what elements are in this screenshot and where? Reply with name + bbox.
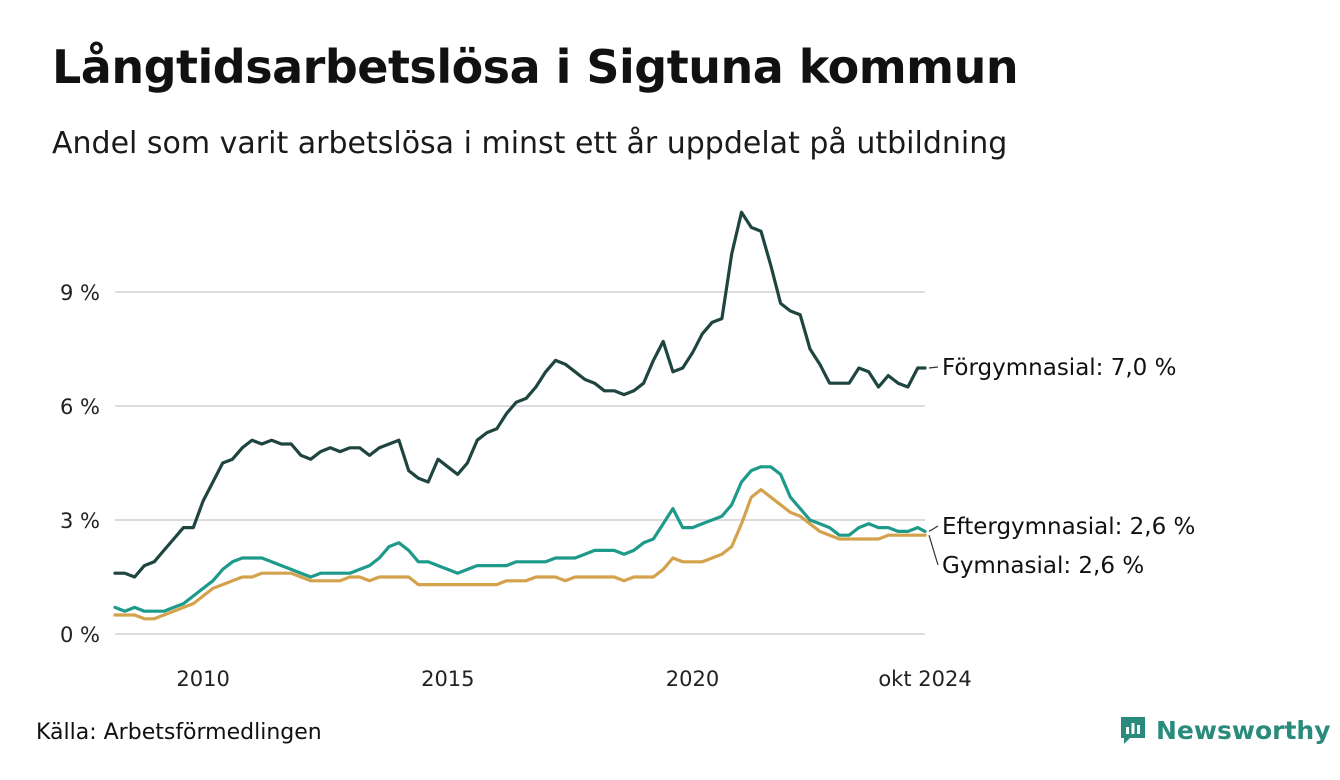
- label-leader-line: [928, 366, 939, 369]
- newsworthy-logo-icon: [1121, 717, 1145, 744]
- y-axis-ticks: 0 % 3 % 6 % 9 %: [60, 281, 100, 647]
- x-tick-label: 2010: [176, 667, 229, 691]
- series-labels: Förgymnasial: 7,0 % Eftergymnasial: 2,6 %…: [928, 355, 1195, 579]
- series-label-förgymnasial: Förgymnasial: 7,0 %: [942, 355, 1176, 381]
- series-line-eftergymnasial: [113, 465, 927, 613]
- chart-title: Långtidsarbetslösa i Sigtuna kommun: [52, 40, 1019, 94]
- y-tick-label: 3 %: [60, 509, 100, 533]
- label-leader-line: [928, 535, 939, 566]
- series-lines: [113, 210, 927, 621]
- chart-subtitle: Andel som varit arbetslösa i minst ett å…: [52, 126, 1008, 161]
- series-line-gymnasial: [113, 488, 927, 621]
- label-leader-line: [928, 525, 939, 532]
- series-line-förgymnasial: [113, 210, 927, 579]
- brand-name: Newsworthy: [1156, 715, 1331, 745]
- y-tick-label: 0 %: [60, 623, 100, 647]
- series-label-gymnasial: Gymnasial: 2,6 %: [942, 553, 1144, 579]
- y-tick-label: 9 %: [60, 281, 100, 305]
- y-tick-label: 6 %: [60, 395, 100, 419]
- brand-logo: Newsworthy: [1118, 714, 1331, 746]
- x-tick-label: okt 2024: [878, 667, 971, 691]
- series-label-eftergymnasial: Eftergymnasial: 2,6 %: [942, 514, 1195, 540]
- x-axis-ticks: 2010 2015 2020 okt 2024: [176, 667, 971, 691]
- gridlines: [115, 291, 925, 635]
- x-tick-label: 2020: [666, 667, 719, 691]
- line-chart: 0 % 3 % 6 % 9 % 2010 2015 2020 okt 2024 Förgym…: [60, 210, 1195, 691]
- x-tick-label: 2015: [421, 667, 474, 691]
- source-note: Källa: Arbetsförmedlingen: [36, 720, 322, 745]
